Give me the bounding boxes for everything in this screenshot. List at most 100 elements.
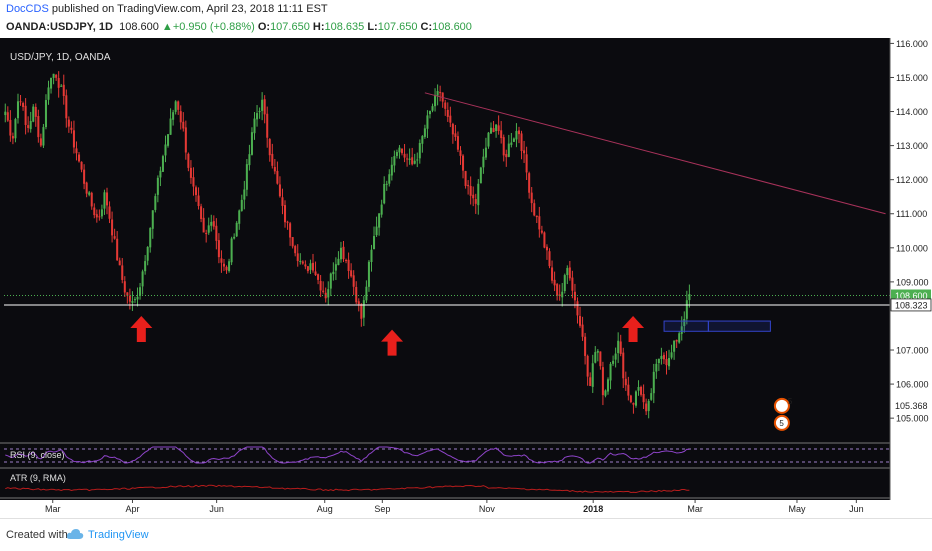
candle-body [299,260,302,262]
candle-body [449,115,452,123]
candle-body [172,112,175,120]
candle-body [217,240,220,258]
candle-body [118,260,121,266]
candle-body [576,301,579,316]
event-badge-icon [773,414,790,431]
candle-body [383,183,386,204]
candle-body [530,192,533,204]
price-change: +0.950 (+0.88%) [172,21,255,33]
candle-body [375,226,378,236]
candle-body [80,161,83,170]
candle-body [32,106,35,122]
y-tick-label: 105.000 [896,414,929,424]
candle-body [47,87,50,100]
candle-body [154,196,157,210]
y-tick-label: 113.000 [896,141,928,151]
candle-body [339,247,342,260]
candle-body [568,267,571,279]
candle-body [573,291,576,301]
close-label: C: [420,21,433,33]
candle-body [533,203,536,216]
x-tick-label: Mar [687,504,703,514]
candle-body [357,301,360,305]
author-link[interactable]: DocCDS [6,3,49,15]
candle-body [505,154,508,158]
candle-body [431,106,434,111]
candle-body [139,287,142,296]
candle-body [281,197,284,206]
candle-body [98,216,101,218]
atr-pane[interactable]: ATR (9, RMA) [0,467,890,499]
chart-legend: USD/JPY, 1D, OANDA [10,52,111,63]
candle-body [286,221,289,223]
candle-body [601,367,604,396]
candle-body [14,119,17,139]
price-chart[interactable]: 55 RSI (9, close) ATR (9, RMA) 116.00011… [0,38,932,518]
candle-body [85,182,88,194]
y-tick-label: 106.000 [896,380,929,390]
candle-body [179,111,182,123]
overlays: 55 [4,92,890,431]
candle-body [105,192,109,206]
candle-body [50,77,53,89]
price-label: 108.600 [895,291,928,301]
price-label-box [891,289,931,302]
candle-body [4,111,7,116]
candle-body [535,215,538,218]
up-arrow-icon [130,315,153,342]
candle-body [411,157,414,165]
candle-body [16,101,20,119]
candle-body [306,266,309,272]
candle-body [563,275,566,292]
candle-body [385,183,388,185]
candle-body [319,280,322,291]
badge-count: 5 [779,419,784,428]
y-tick-label: 109.000 [896,277,929,287]
x-tick-label: Sep [374,504,390,514]
candle-body [108,206,111,219]
last-price: 108.600 [119,21,159,33]
candle-body [634,391,637,406]
candle-body [418,143,421,159]
candle-body [451,123,454,135]
candle-body [266,113,269,138]
x-tick-label: Jun [209,504,224,514]
candle-body [131,301,134,303]
candle-body [413,160,416,164]
price-axis[interactable]: 116.000 115.000 114.000 113.000 112.000 111.0… [889,38,932,518]
trend-line [424,92,886,215]
rsi-line [5,446,690,464]
candle-body [156,177,159,195]
candle-body [245,164,248,190]
candle-body [111,219,114,236]
up-triangle-icon: ▲ [161,21,173,33]
x-tick-label: Mar [45,504,61,514]
candle-body [29,120,32,130]
candle-body [482,156,485,168]
candle-body [439,92,442,94]
candle-body [680,326,683,334]
candle-body [581,324,584,337]
candle-body [39,138,42,146]
candle-body [586,355,589,377]
candle-body [194,187,198,195]
rsi-pane[interactable]: RSI (9, close) [0,442,890,464]
candle-body [136,296,139,300]
time-axis[interactable]: Mar Apr Jun Aug Sep Nov 2018 Mar May Jun [0,500,932,518]
quote-line: OANDA:USDJPY, 1D 108.600 ▲+0.950 (+0.88%… [6,21,472,33]
rsi-label: RSI (9, close) [10,450,65,460]
y-tick-label: 114.000 [896,107,928,117]
candle-body [240,199,243,211]
candle-body [446,109,449,117]
candle-body [314,271,317,276]
candle-body [642,393,645,403]
candle-body [146,247,149,261]
tradingview-link[interactable]: TradingView [88,529,149,541]
candle-body [291,237,294,247]
candle-body [355,286,358,303]
candle-body [164,144,167,156]
candle-body [467,184,470,187]
candle-body [492,128,495,133]
candle-body [169,118,172,135]
